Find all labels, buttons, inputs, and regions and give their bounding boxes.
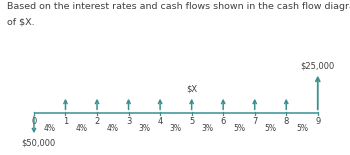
Text: 3%: 3%: [201, 124, 213, 133]
Text: $25,000: $25,000: [301, 61, 335, 70]
Text: 7: 7: [252, 117, 257, 126]
Text: 4%: 4%: [75, 124, 87, 133]
Text: 4%: 4%: [44, 124, 56, 133]
Text: 1: 1: [63, 117, 68, 126]
Text: 5%: 5%: [296, 124, 308, 133]
Text: of $X.: of $X.: [7, 17, 35, 26]
Text: $X: $X: [186, 84, 197, 93]
Text: 4: 4: [158, 117, 163, 126]
Text: 2: 2: [94, 117, 100, 126]
Text: 4%: 4%: [107, 124, 119, 133]
Text: 3: 3: [126, 117, 131, 126]
Text: 5%: 5%: [265, 124, 277, 133]
Text: 3%: 3%: [170, 124, 182, 133]
Text: 0: 0: [32, 117, 37, 126]
Text: 9: 9: [315, 117, 320, 126]
Text: 3%: 3%: [138, 124, 150, 133]
Text: $50,000: $50,000: [22, 139, 56, 148]
Text: 8: 8: [284, 117, 289, 126]
Text: 5%: 5%: [233, 124, 245, 133]
Text: 6: 6: [220, 117, 226, 126]
Text: 5: 5: [189, 117, 194, 126]
Text: Based on the interest rates and cash flows shown in the cash flow diagram, deter: Based on the interest rates and cash flo…: [7, 2, 350, 11]
